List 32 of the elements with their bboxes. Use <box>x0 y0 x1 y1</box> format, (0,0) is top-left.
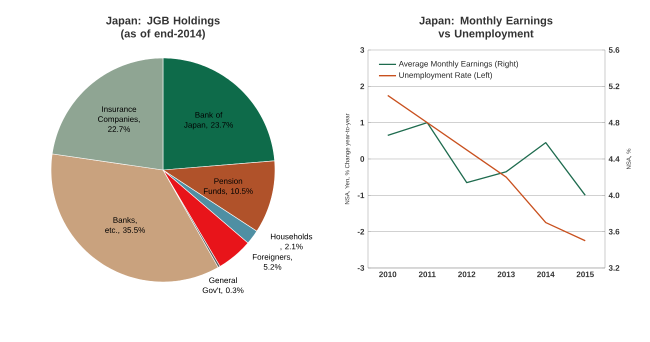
y2-tick-label: 4.8 <box>608 120 620 126</box>
y2-tick-label: 4.4 <box>608 156 620 162</box>
y2-tick-label: 3.2 <box>608 265 620 271</box>
y-tick-label: -2 <box>358 228 364 234</box>
y-tick-label: 1 <box>360 120 364 126</box>
slice-label: Bank of Japan, 23.7% <box>184 112 233 130</box>
y2-tick-label: 4.0 <box>608 192 620 198</box>
slice-label: Banks, etc., 35.5% <box>105 217 145 234</box>
slice-label: Households , 2.1% <box>270 233 312 250</box>
chart-title: Japan: Monthly Earnings vs Unemployment <box>419 16 552 40</box>
y-tick-label: -1 <box>358 192 364 198</box>
y2-tick-label: 3.6 <box>608 228 620 234</box>
legend-label: Average Monthly Earnings (Right) <box>398 60 518 68</box>
y2-tick-label: 5.6 <box>608 47 620 53</box>
line-series <box>387 122 586 196</box>
x-tick-label: 2014 <box>537 272 555 278</box>
slice-label: General Gov't, 0.3% <box>202 277 244 294</box>
chart-title: Japan: JGB Holdings (as of end-2014) <box>106 16 220 40</box>
y-tick-label: 2 <box>360 84 364 90</box>
y2-tick-label: 5.2 <box>608 83 620 90</box>
slice-label: Foreigners, 5.2% <box>252 254 292 270</box>
x-tick-label: 2015 <box>576 272 594 278</box>
y-tick-label: 3 <box>360 47 364 53</box>
x-tick-label: 2010 <box>379 272 396 278</box>
slice-label: Pension Funds, 10.5% <box>204 178 253 195</box>
slice-label: Insurance Companies, 22.7% <box>98 106 140 132</box>
y-tick-label: -3 <box>358 265 364 271</box>
legend-label: Unemployment Rate (Left) <box>399 72 492 80</box>
x-tick-label: 2011 <box>418 272 436 278</box>
x-tick-label: 2013 <box>498 272 515 278</box>
x-tick-label: 2012 <box>458 272 476 278</box>
y-tick-label: 0 <box>360 156 364 162</box>
